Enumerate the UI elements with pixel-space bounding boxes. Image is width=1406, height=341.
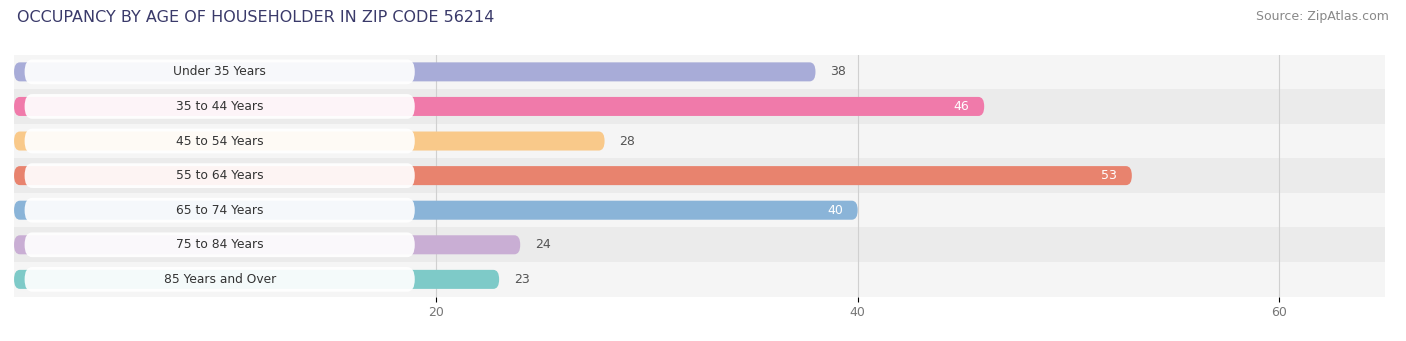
FancyBboxPatch shape — [14, 132, 605, 150]
Bar — [14, 89, 1385, 124]
FancyBboxPatch shape — [25, 198, 415, 223]
Bar — [14, 262, 1385, 297]
Text: 46: 46 — [953, 100, 970, 113]
FancyBboxPatch shape — [14, 235, 520, 254]
FancyBboxPatch shape — [14, 62, 815, 81]
FancyBboxPatch shape — [25, 163, 415, 188]
Text: 85 Years and Over: 85 Years and Over — [163, 273, 276, 286]
Bar — [14, 227, 1385, 262]
FancyBboxPatch shape — [14, 97, 984, 116]
Text: 24: 24 — [536, 238, 551, 251]
Text: 35 to 44 Years: 35 to 44 Years — [176, 100, 263, 113]
Text: Source: ZipAtlas.com: Source: ZipAtlas.com — [1256, 10, 1389, 23]
Text: 53: 53 — [1101, 169, 1118, 182]
Text: 45 to 54 Years: 45 to 54 Years — [176, 135, 263, 148]
FancyBboxPatch shape — [25, 59, 415, 84]
Text: Under 35 Years: Under 35 Years — [173, 65, 266, 78]
Text: OCCUPANCY BY AGE OF HOUSEHOLDER IN ZIP CODE 56214: OCCUPANCY BY AGE OF HOUSEHOLDER IN ZIP C… — [17, 10, 495, 25]
Text: 23: 23 — [515, 273, 530, 286]
FancyBboxPatch shape — [14, 166, 1132, 185]
Text: 65 to 74 Years: 65 to 74 Years — [176, 204, 263, 217]
FancyBboxPatch shape — [25, 233, 415, 257]
FancyBboxPatch shape — [14, 201, 858, 220]
Text: 40: 40 — [827, 204, 844, 217]
Text: 75 to 84 Years: 75 to 84 Years — [176, 238, 263, 251]
Bar — [14, 193, 1385, 227]
FancyBboxPatch shape — [25, 129, 415, 153]
Text: 55 to 64 Years: 55 to 64 Years — [176, 169, 263, 182]
Text: 28: 28 — [620, 135, 636, 148]
FancyBboxPatch shape — [14, 270, 499, 289]
Text: 38: 38 — [831, 65, 846, 78]
FancyBboxPatch shape — [25, 94, 415, 119]
Bar — [14, 124, 1385, 158]
Bar — [14, 55, 1385, 89]
Bar — [14, 158, 1385, 193]
FancyBboxPatch shape — [25, 267, 415, 292]
